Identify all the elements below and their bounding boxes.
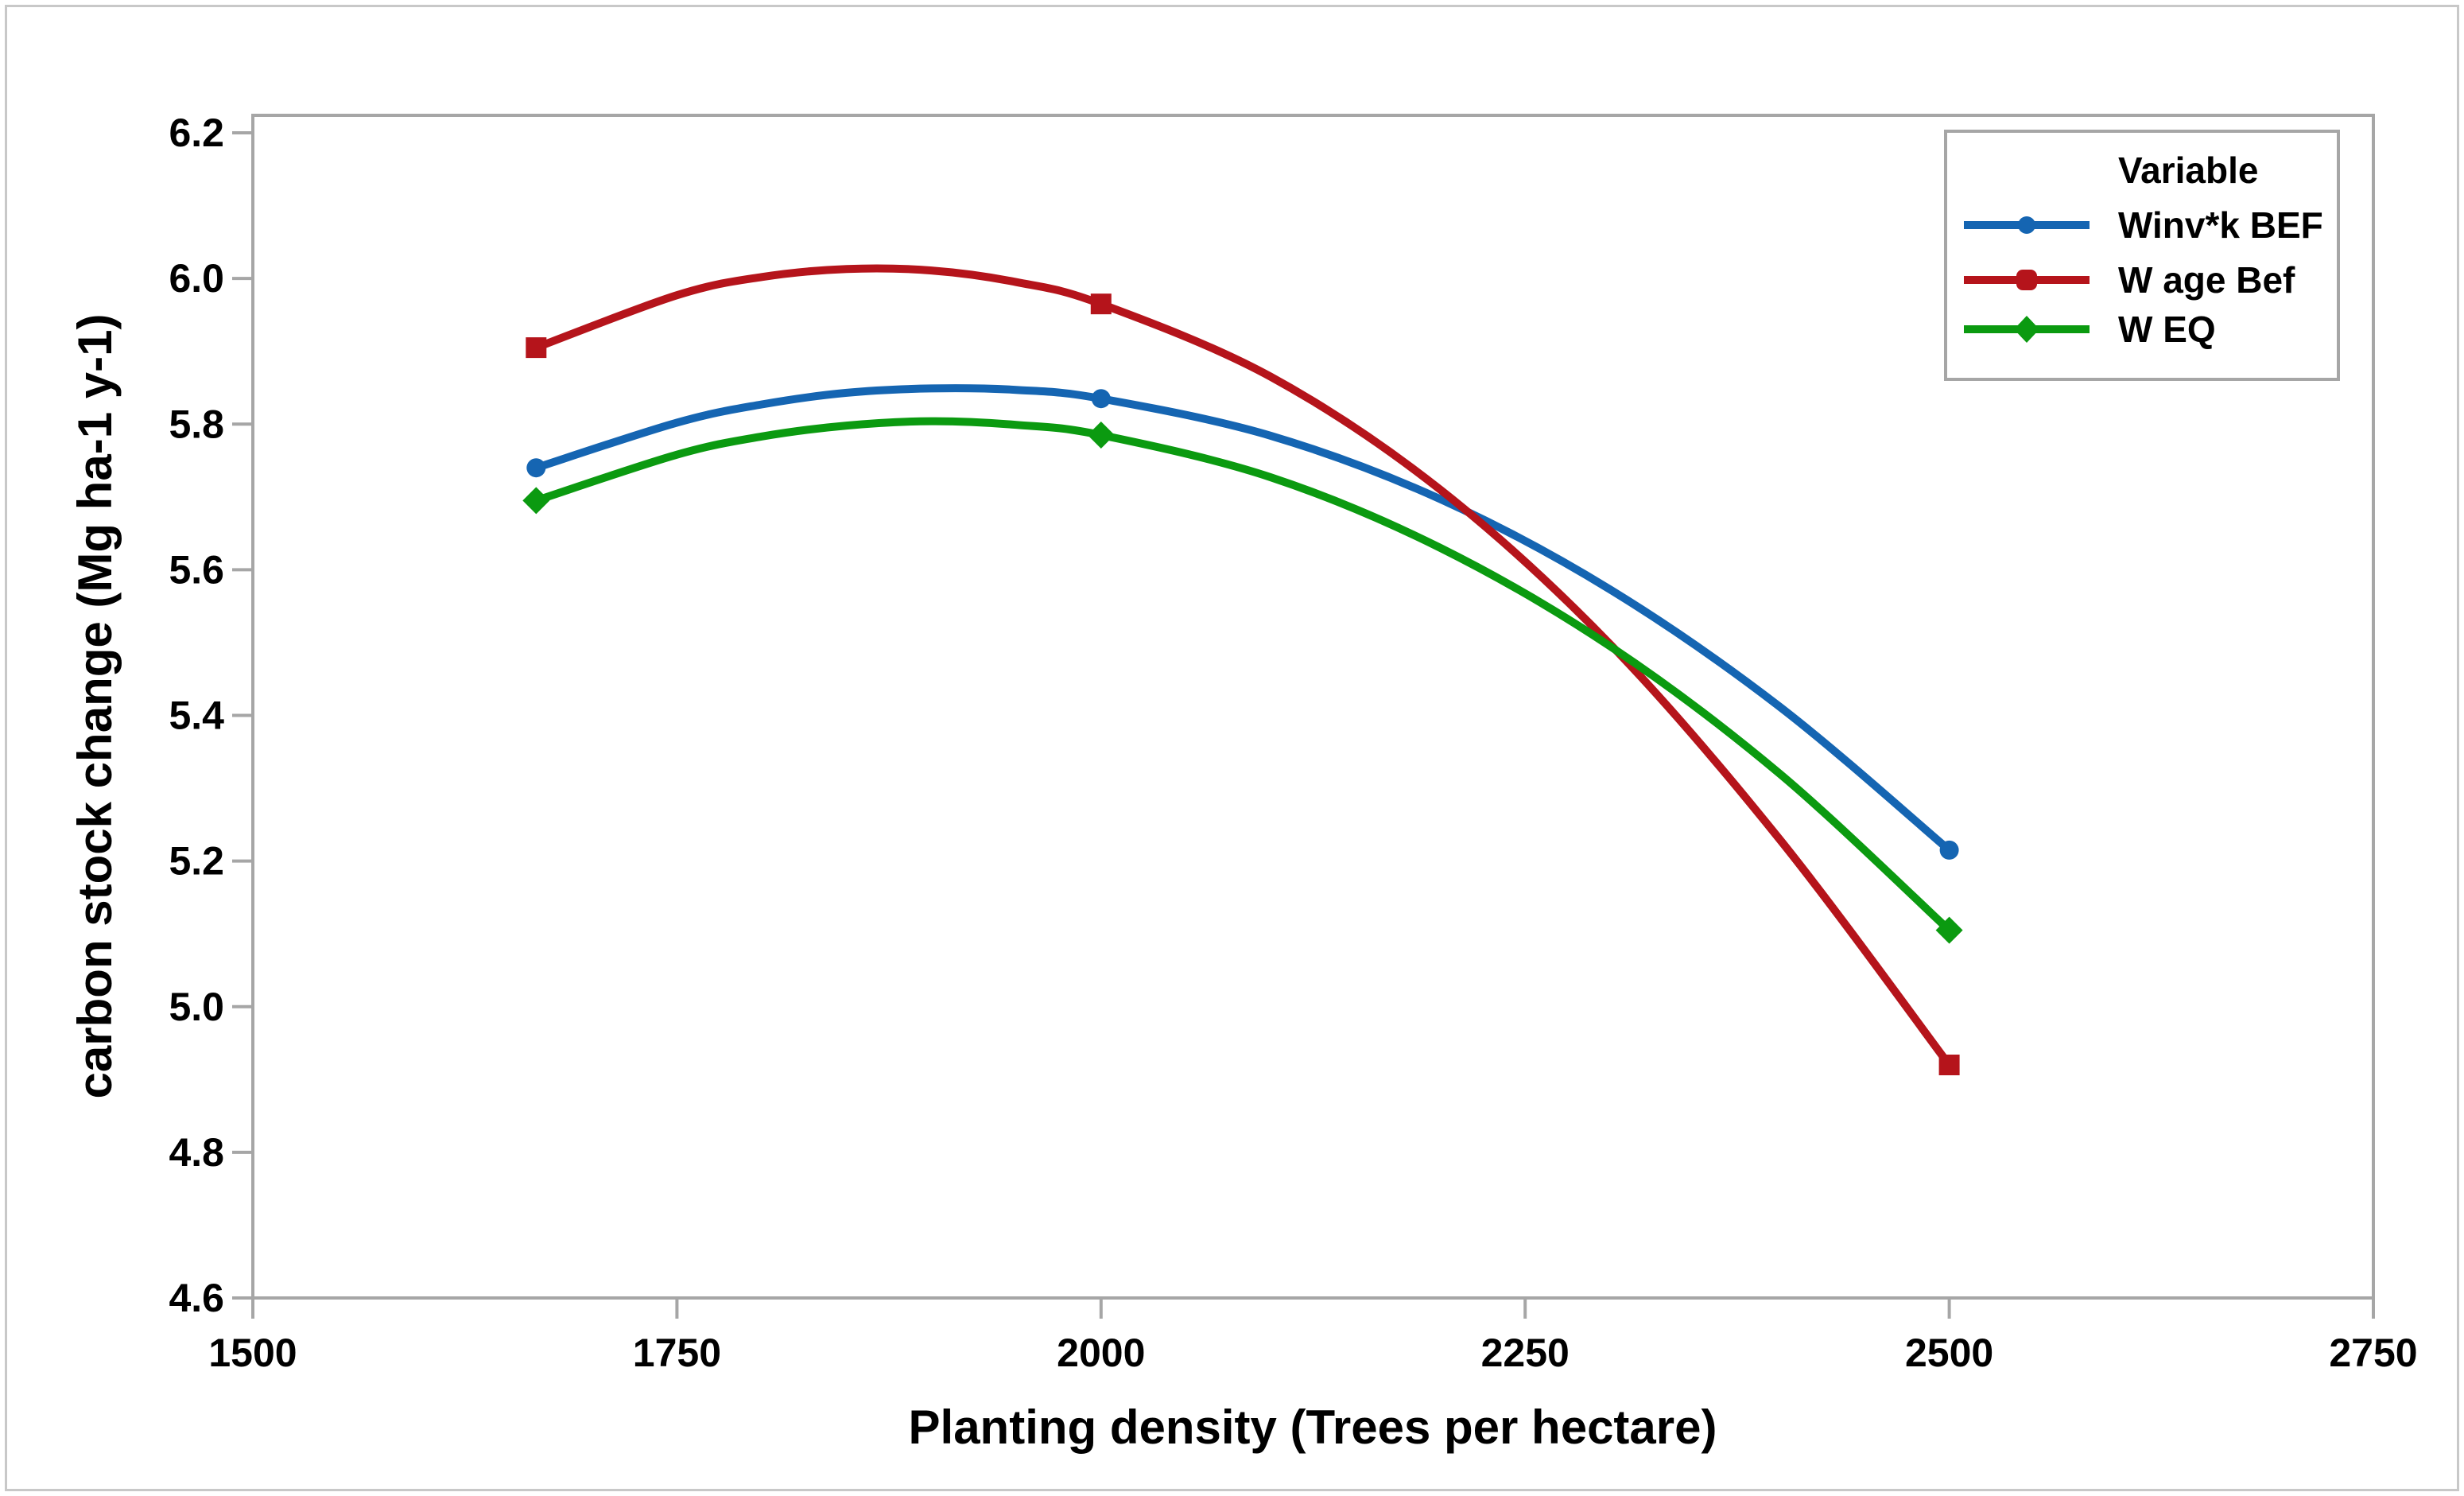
diamond-marker-icon [1087, 421, 1115, 449]
square-marker-icon [1938, 1055, 1960, 1075]
x-tick-label: 2250 [1481, 1331, 1570, 1375]
diamond-marker-icon [522, 487, 550, 515]
circle-marker-icon [526, 458, 546, 478]
legend-entry-winvk-bef: Winv*k BEF [1964, 204, 2323, 246]
circle-marker-icon [1091, 389, 1111, 409]
y-tick-label: 6.2 [169, 111, 224, 155]
y-tick-label: 5.4 [169, 694, 224, 738]
legend-box [1944, 130, 2340, 381]
series-line-w-age-bef [532, 264, 1954, 1069]
legend: Variable Winv*k BEF W age Bef W EQ [1944, 130, 2340, 381]
x-tick-label: 1750 [633, 1331, 721, 1375]
y-axis-title: carbon stock change (Mg ha-1 y-1) [68, 314, 122, 1099]
series-line-w-eq [532, 417, 1954, 935]
series-line-winv-k-bef [532, 384, 1954, 854]
legend-entry-w-age-bef: W age Bef [1964, 259, 2295, 301]
plot-frame-group: 1500 1750 2000 2250 2500 2750 4.6 4.8 5.0 5.2 5.4 5… [169, 111, 2417, 1375]
square-marker-icon [1090, 293, 1112, 315]
legend-entry-label: W EQ [2118, 309, 2216, 350]
y-tick-label: 5.6 [169, 547, 224, 592]
circle-marker-icon [1939, 840, 1959, 860]
y-tick-label: 4.6 [169, 1276, 224, 1320]
square-marker-icon [2016, 270, 2037, 290]
y-tick-label: 5.8 [169, 402, 224, 446]
series-group [522, 264, 1963, 1075]
y-tick-label: 6.0 [169, 256, 224, 301]
legend-entry-label: Winv*k BEF [2118, 204, 2323, 246]
circle-marker-icon [2018, 216, 2035, 234]
legend-entry-w-eq: W EQ [1964, 309, 2216, 350]
x-tick-label: 2500 [1905, 1331, 1993, 1375]
y-tick-label: 5.0 [169, 985, 224, 1029]
x-tick-label: 2750 [2329, 1331, 2417, 1375]
legend-title: Variable [2118, 150, 2258, 191]
legend-entry-label: W age Bef [2118, 259, 2295, 301]
square-marker-icon [526, 337, 547, 359]
diamond-marker-icon [1935, 916, 1963, 944]
plot-frame [251, 114, 2375, 1300]
y-tick-label: 5.2 [169, 839, 224, 884]
y-tick-label: 4.8 [169, 1130, 224, 1175]
x-axis-title: Planting density (Trees per hectare) [909, 1401, 1717, 1454]
x-tick-label: 1500 [208, 1331, 297, 1375]
diamond-marker-icon [2014, 316, 2039, 343]
x-tick-label: 2000 [1057, 1331, 1145, 1375]
